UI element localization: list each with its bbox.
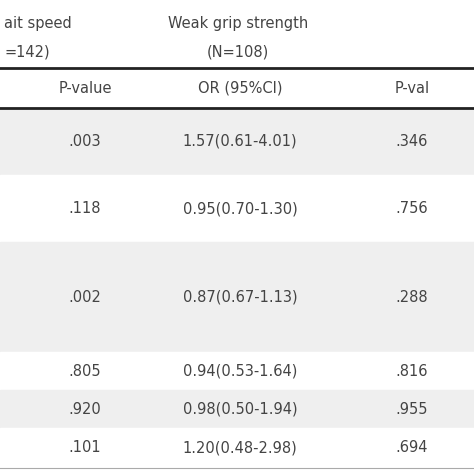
Text: .955: .955: [396, 401, 428, 417]
Text: .756: .756: [396, 201, 428, 216]
Bar: [0, 352, 474, 390]
Text: =142): =142): [4, 44, 50, 59]
Text: .118: .118: [69, 201, 101, 216]
Text: .694: .694: [396, 440, 428, 456]
Text: (N=108): (N=108): [207, 44, 269, 59]
Text: .288: .288: [396, 290, 428, 304]
Text: .816: .816: [396, 364, 428, 379]
Bar: [0, 175, 474, 242]
Text: OR (95%CI): OR (95%CI): [198, 81, 282, 95]
Text: .002: .002: [69, 290, 101, 304]
Text: .003: .003: [69, 134, 101, 149]
Text: .346: .346: [396, 134, 428, 149]
Text: 0.87(0.67-1.13): 0.87(0.67-1.13): [182, 290, 297, 304]
Text: ait speed: ait speed: [4, 16, 72, 31]
Text: .101: .101: [69, 440, 101, 456]
Text: P-value: P-value: [58, 81, 112, 95]
Text: P-val: P-val: [394, 81, 429, 95]
Bar: [0, 242, 474, 352]
Bar: [0, 428, 474, 468]
Text: 1.57(0.61-4.01): 1.57(0.61-4.01): [182, 134, 297, 149]
Text: 1.20(0.48-2.98): 1.20(0.48-2.98): [182, 440, 297, 456]
Text: .805: .805: [69, 364, 101, 379]
Bar: [0, 108, 474, 175]
Bar: [0, 390, 474, 428]
Text: 0.95(0.70-1.30): 0.95(0.70-1.30): [182, 201, 297, 216]
Text: Weak grip strength: Weak grip strength: [168, 16, 308, 31]
Text: 0.94(0.53-1.64): 0.94(0.53-1.64): [183, 364, 297, 379]
Text: 0.98(0.50-1.94): 0.98(0.50-1.94): [182, 401, 297, 417]
Text: .920: .920: [69, 401, 101, 417]
